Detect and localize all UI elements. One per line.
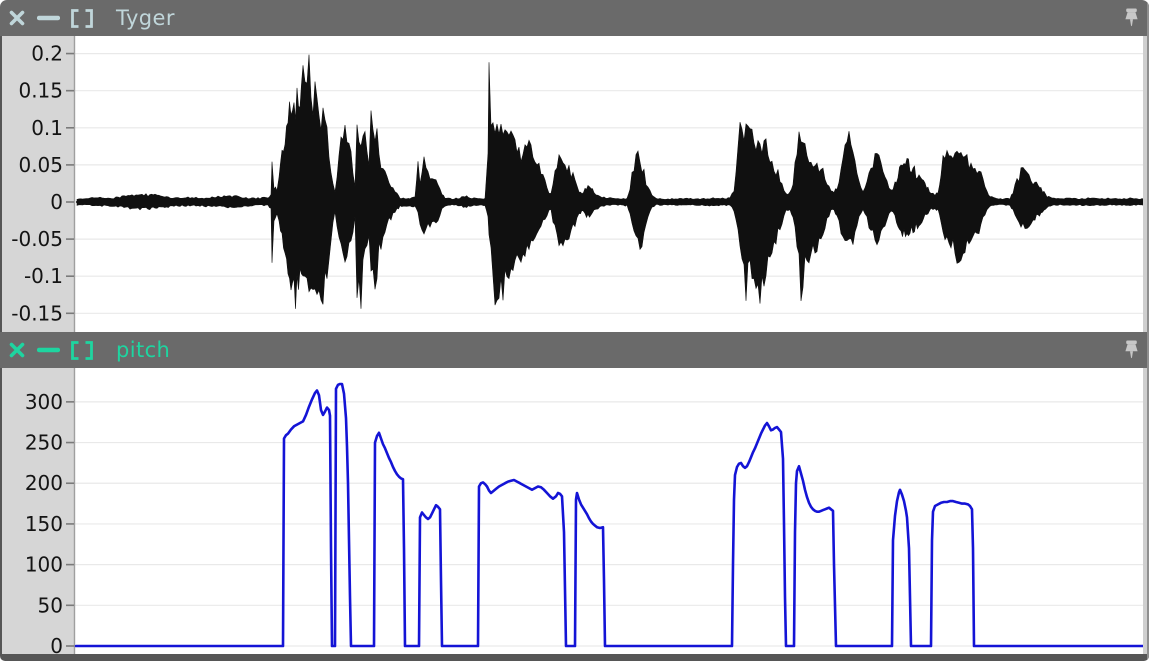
y-tick-label: 150 xyxy=(25,512,63,536)
y-tick-label: -0.15 xyxy=(11,301,63,325)
titlebar-pitch[interactable]: pitch xyxy=(0,332,1149,368)
pin-icon xyxy=(1125,340,1138,359)
close-icon xyxy=(9,10,25,26)
close-button[interactable] xyxy=(8,5,26,31)
y-tick-label: 0.15 xyxy=(18,79,63,103)
y-tick-label: -0.1 xyxy=(24,264,63,288)
window-left-border xyxy=(0,368,2,654)
pin-icon xyxy=(1125,8,1138,27)
waveform-plot[interactable]: 0.2 0.15 0.1 0.05 0 -0.05 -0.1 -0.15 xyxy=(0,36,1149,332)
maximize-button[interactable] xyxy=(71,5,93,31)
pitch-plot[interactable]: 300 250 200 150 100 50 0 xyxy=(0,368,1149,654)
close-button[interactable] xyxy=(8,337,26,363)
y-tick-label: 200 xyxy=(25,471,63,495)
pin-button[interactable] xyxy=(1123,8,1140,29)
minimize-button[interactable] xyxy=(37,337,60,363)
y-tick-label: 0.05 xyxy=(18,153,63,177)
window-bottom-border xyxy=(0,654,1149,661)
y-tick-label: 0 xyxy=(50,634,63,654)
minimize-button[interactable] xyxy=(37,5,60,31)
maximize-icon xyxy=(71,340,93,360)
panel-title: Tyger xyxy=(116,6,175,30)
y-tick-label: 300 xyxy=(25,390,63,414)
panel-title: pitch xyxy=(116,338,171,362)
y-tick-label: 50 xyxy=(38,593,63,617)
panel-waveform: Tyger 0.2 0.15 0.1 0.05 0 -0.05 -0.1 -0.15 xyxy=(0,0,1149,332)
y-tick-label: -0.05 xyxy=(11,227,63,251)
panel-pitch: pitch 300 250 200 150 100 50 0 xyxy=(0,332,1149,654)
y-tick-label: 100 xyxy=(25,553,63,577)
maximize-icon xyxy=(71,8,93,28)
axis-gutter xyxy=(0,368,74,654)
pitch-contour-line xyxy=(74,382,1148,648)
y-tick-label: 0.2 xyxy=(31,42,63,66)
minimize-icon xyxy=(37,15,60,21)
close-icon xyxy=(9,342,25,358)
titlebar-waveform[interactable]: Tyger xyxy=(0,0,1149,36)
window-right-inner-border xyxy=(1143,36,1147,332)
pin-button[interactable] xyxy=(1123,340,1140,361)
minimize-icon xyxy=(37,347,60,353)
window-left-border xyxy=(0,36,2,332)
y-tick-label: 0 xyxy=(50,190,63,214)
window-right-inner-border xyxy=(1143,368,1147,654)
y-tick-label: 0.1 xyxy=(31,116,63,140)
axis-gutter xyxy=(0,36,74,332)
window-right-border xyxy=(1147,0,1149,661)
y-tick-label: 250 xyxy=(25,431,63,455)
maximize-button[interactable] xyxy=(71,337,93,363)
